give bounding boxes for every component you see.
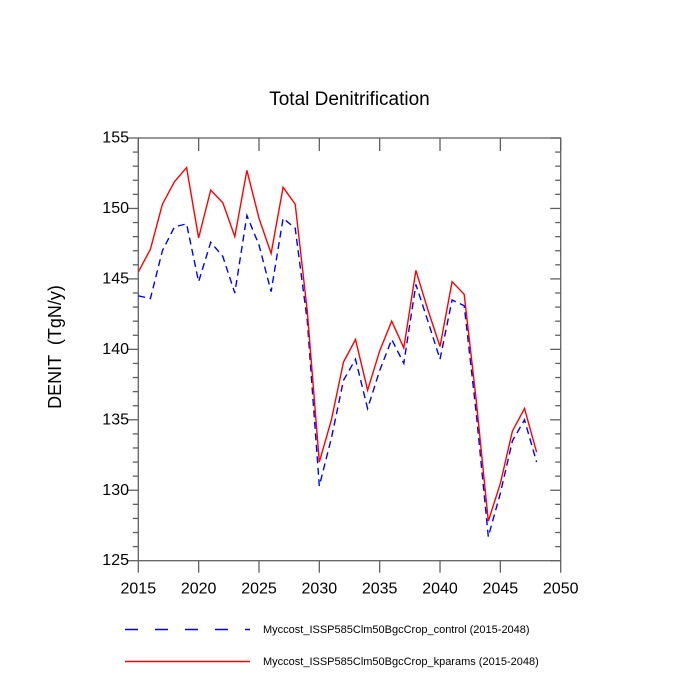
x-tick-label: 2040 xyxy=(422,581,458,598)
legend-line-dashed-sample xyxy=(125,628,250,631)
x-tick-label: 2045 xyxy=(483,581,519,598)
y-tick-label: 135 xyxy=(102,411,129,428)
y-tick-label: 130 xyxy=(102,482,129,499)
legend-label-kparams: Myccost_ISSP585Clm50BgcCrop_kparams (201… xyxy=(263,655,539,668)
series-line-kparams xyxy=(137,166,538,522)
x-tick-label: 2030 xyxy=(302,581,338,598)
legend-label-control: Myccost_ISSP585Clm50BgcCrop_control (201… xyxy=(263,623,530,636)
plot-frame xyxy=(137,137,562,562)
y-tick-label: 150 xyxy=(102,200,129,217)
legend-item-control: Myccost_ISSP585Clm50BgcCrop_control (201… xyxy=(125,622,530,637)
y-tick-label: 155 xyxy=(102,130,129,147)
y-tick-label: 125 xyxy=(102,552,129,569)
legend-line-solid-sample xyxy=(125,660,250,663)
series-line-control xyxy=(138,212,538,537)
y-tick-label: 145 xyxy=(102,270,129,287)
x-tick-label: 2020 xyxy=(181,581,217,598)
x-tick-label: 2050 xyxy=(543,581,579,598)
y-tick-label: 140 xyxy=(102,341,129,358)
legend-item-kparams: Myccost_ISSP585Clm50BgcCrop_kparams (201… xyxy=(125,654,539,669)
x-tick-label: 2015 xyxy=(121,581,157,598)
x-tick-label: 2025 xyxy=(241,581,277,598)
x-tick-label: 2035 xyxy=(362,581,398,598)
chart-title: Total Denitrification xyxy=(269,89,430,110)
